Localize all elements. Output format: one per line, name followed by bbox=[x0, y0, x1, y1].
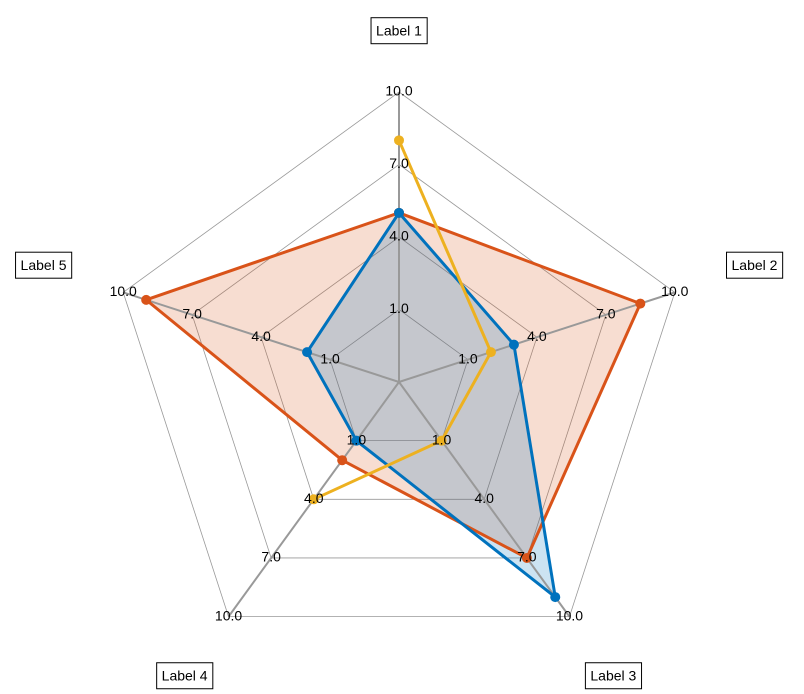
grid-line bbox=[191, 164, 607, 559]
marker bbox=[394, 207, 404, 218]
grid-line bbox=[329, 309, 469, 442]
axis-label: Label 2 bbox=[732, 257, 778, 273]
marker bbox=[521, 552, 532, 563]
axis-label-box bbox=[15, 251, 73, 279]
axis-label: Label 1 bbox=[376, 23, 422, 39]
r-tick-label: 7.0 bbox=[596, 305, 616, 321]
axis-label-box bbox=[584, 662, 643, 690]
axis-label: Label 4 bbox=[162, 668, 208, 684]
r-tick-label: 4.0 bbox=[251, 328, 271, 344]
r-tick-label: 7.0 bbox=[389, 155, 409, 171]
marker bbox=[635, 298, 646, 309]
r-tick-label: 1.0 bbox=[347, 431, 367, 447]
marker bbox=[508, 339, 519, 350]
r-tick-label: 10.0 bbox=[215, 607, 242, 623]
marker bbox=[394, 135, 404, 146]
r-tick-label: 10.0 bbox=[110, 283, 137, 299]
marker bbox=[436, 435, 447, 446]
marker bbox=[485, 347, 496, 358]
grid-line bbox=[260, 236, 538, 500]
r-tick-label: 10.0 bbox=[556, 607, 583, 623]
r-tick-label: 7.0 bbox=[517, 549, 537, 565]
r-tick-label: 4.0 bbox=[304, 490, 324, 506]
r-tick-label: 7.0 bbox=[182, 305, 202, 321]
r-tick-label: 4.0 bbox=[474, 490, 494, 506]
series-line bbox=[305, 211, 557, 599]
marker bbox=[141, 294, 152, 305]
axis-label: Label 5 bbox=[21, 257, 67, 273]
r-tick-label: 10.0 bbox=[661, 283, 688, 299]
marker bbox=[337, 455, 348, 466]
r-tick-label: 7.0 bbox=[261, 549, 281, 565]
axis-label-box bbox=[156, 662, 214, 690]
r-tick-label: 1.0 bbox=[458, 350, 478, 366]
marker bbox=[308, 494, 319, 505]
grid-line bbox=[122, 91, 676, 618]
marker bbox=[351, 435, 362, 446]
r-tick-label: 1.0 bbox=[389, 300, 409, 316]
r-tick-label: 10.0 bbox=[385, 83, 412, 99]
marker bbox=[550, 592, 561, 603]
r-tick-label: 1.0 bbox=[432, 431, 452, 447]
series-line bbox=[144, 211, 642, 560]
axis-spoke bbox=[398, 381, 571, 618]
r-tick-label: 4.0 bbox=[527, 328, 547, 344]
area bbox=[307, 212, 556, 598]
axis-label-box bbox=[370, 17, 428, 45]
axis-label-box bbox=[726, 251, 784, 279]
series-line bbox=[313, 139, 493, 501]
marker bbox=[302, 347, 313, 358]
axis-spoke bbox=[398, 291, 676, 383]
r-tick-label: 1.0 bbox=[320, 350, 340, 366]
area bbox=[146, 212, 641, 558]
axis-spoke bbox=[122, 291, 400, 383]
axis-label: Label 3 bbox=[590, 668, 636, 684]
r-tick-label: 4.0 bbox=[389, 228, 409, 244]
